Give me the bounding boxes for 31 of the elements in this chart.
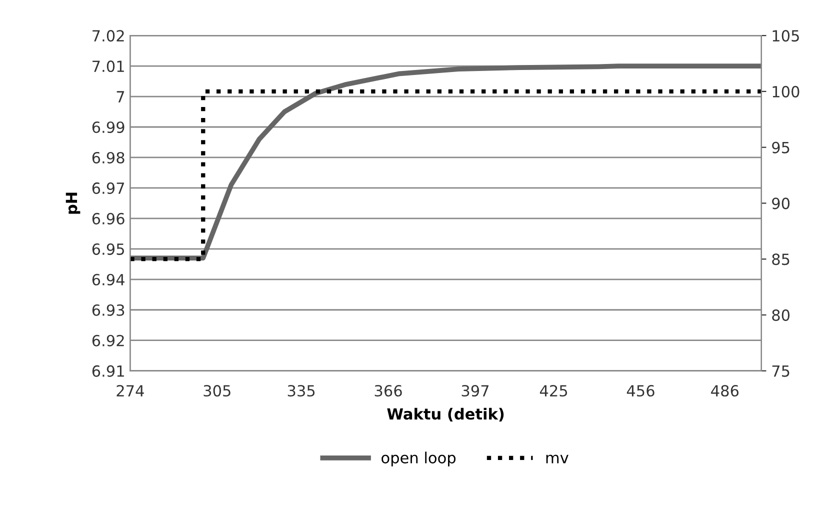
x-tick-label: 425: [540, 385, 568, 397]
y-tick-label: 7.02: [92, 30, 124, 42]
y-tick-label: 6.91: [92, 365, 124, 377]
y2-tick-label: 90: [772, 198, 790, 210]
y-tick-label: 6.99: [92, 121, 124, 134]
y-tick-label: 6.98: [92, 152, 124, 164]
x-tick-label: 335: [288, 385, 315, 397]
legend-label: mv: [546, 454, 568, 464]
y-tick-label: 6.95: [92, 243, 124, 255]
y2-tick-label: 100: [772, 86, 800, 98]
y2-tick-label: 105: [772, 30, 799, 42]
x-tick-label: 486: [711, 385, 739, 397]
y2-tick-label: 80: [772, 309, 790, 321]
y-tick-label: 6.97: [92, 182, 124, 194]
x-tick-label: 456: [626, 385, 654, 397]
x-tick-label: 366: [374, 385, 402, 397]
y-tick-label: 6.94: [92, 274, 124, 286]
y-tick-label: 7: [116, 91, 124, 102]
x-tick-label: 305: [204, 385, 230, 397]
x-tick-label: 274: [116, 385, 144, 396]
x-tick-label: 397: [462, 385, 489, 397]
y-tick-label: 7.01: [92, 60, 124, 72]
x-axis-title: Waktu (detik): [387, 408, 504, 422]
legend-label: open loop: [382, 452, 456, 466]
y2-tick-label: 85: [772, 254, 790, 266]
y2-tick-label: 75: [772, 366, 790, 377]
y-tick-label: 6.96: [92, 212, 124, 224]
y-axis-title: pH: [66, 192, 80, 214]
y2-tick-label: 95: [772, 142, 790, 154]
y-tick-label: 6.93: [92, 304, 124, 316]
y-tick-label: 6.92: [92, 334, 124, 346]
